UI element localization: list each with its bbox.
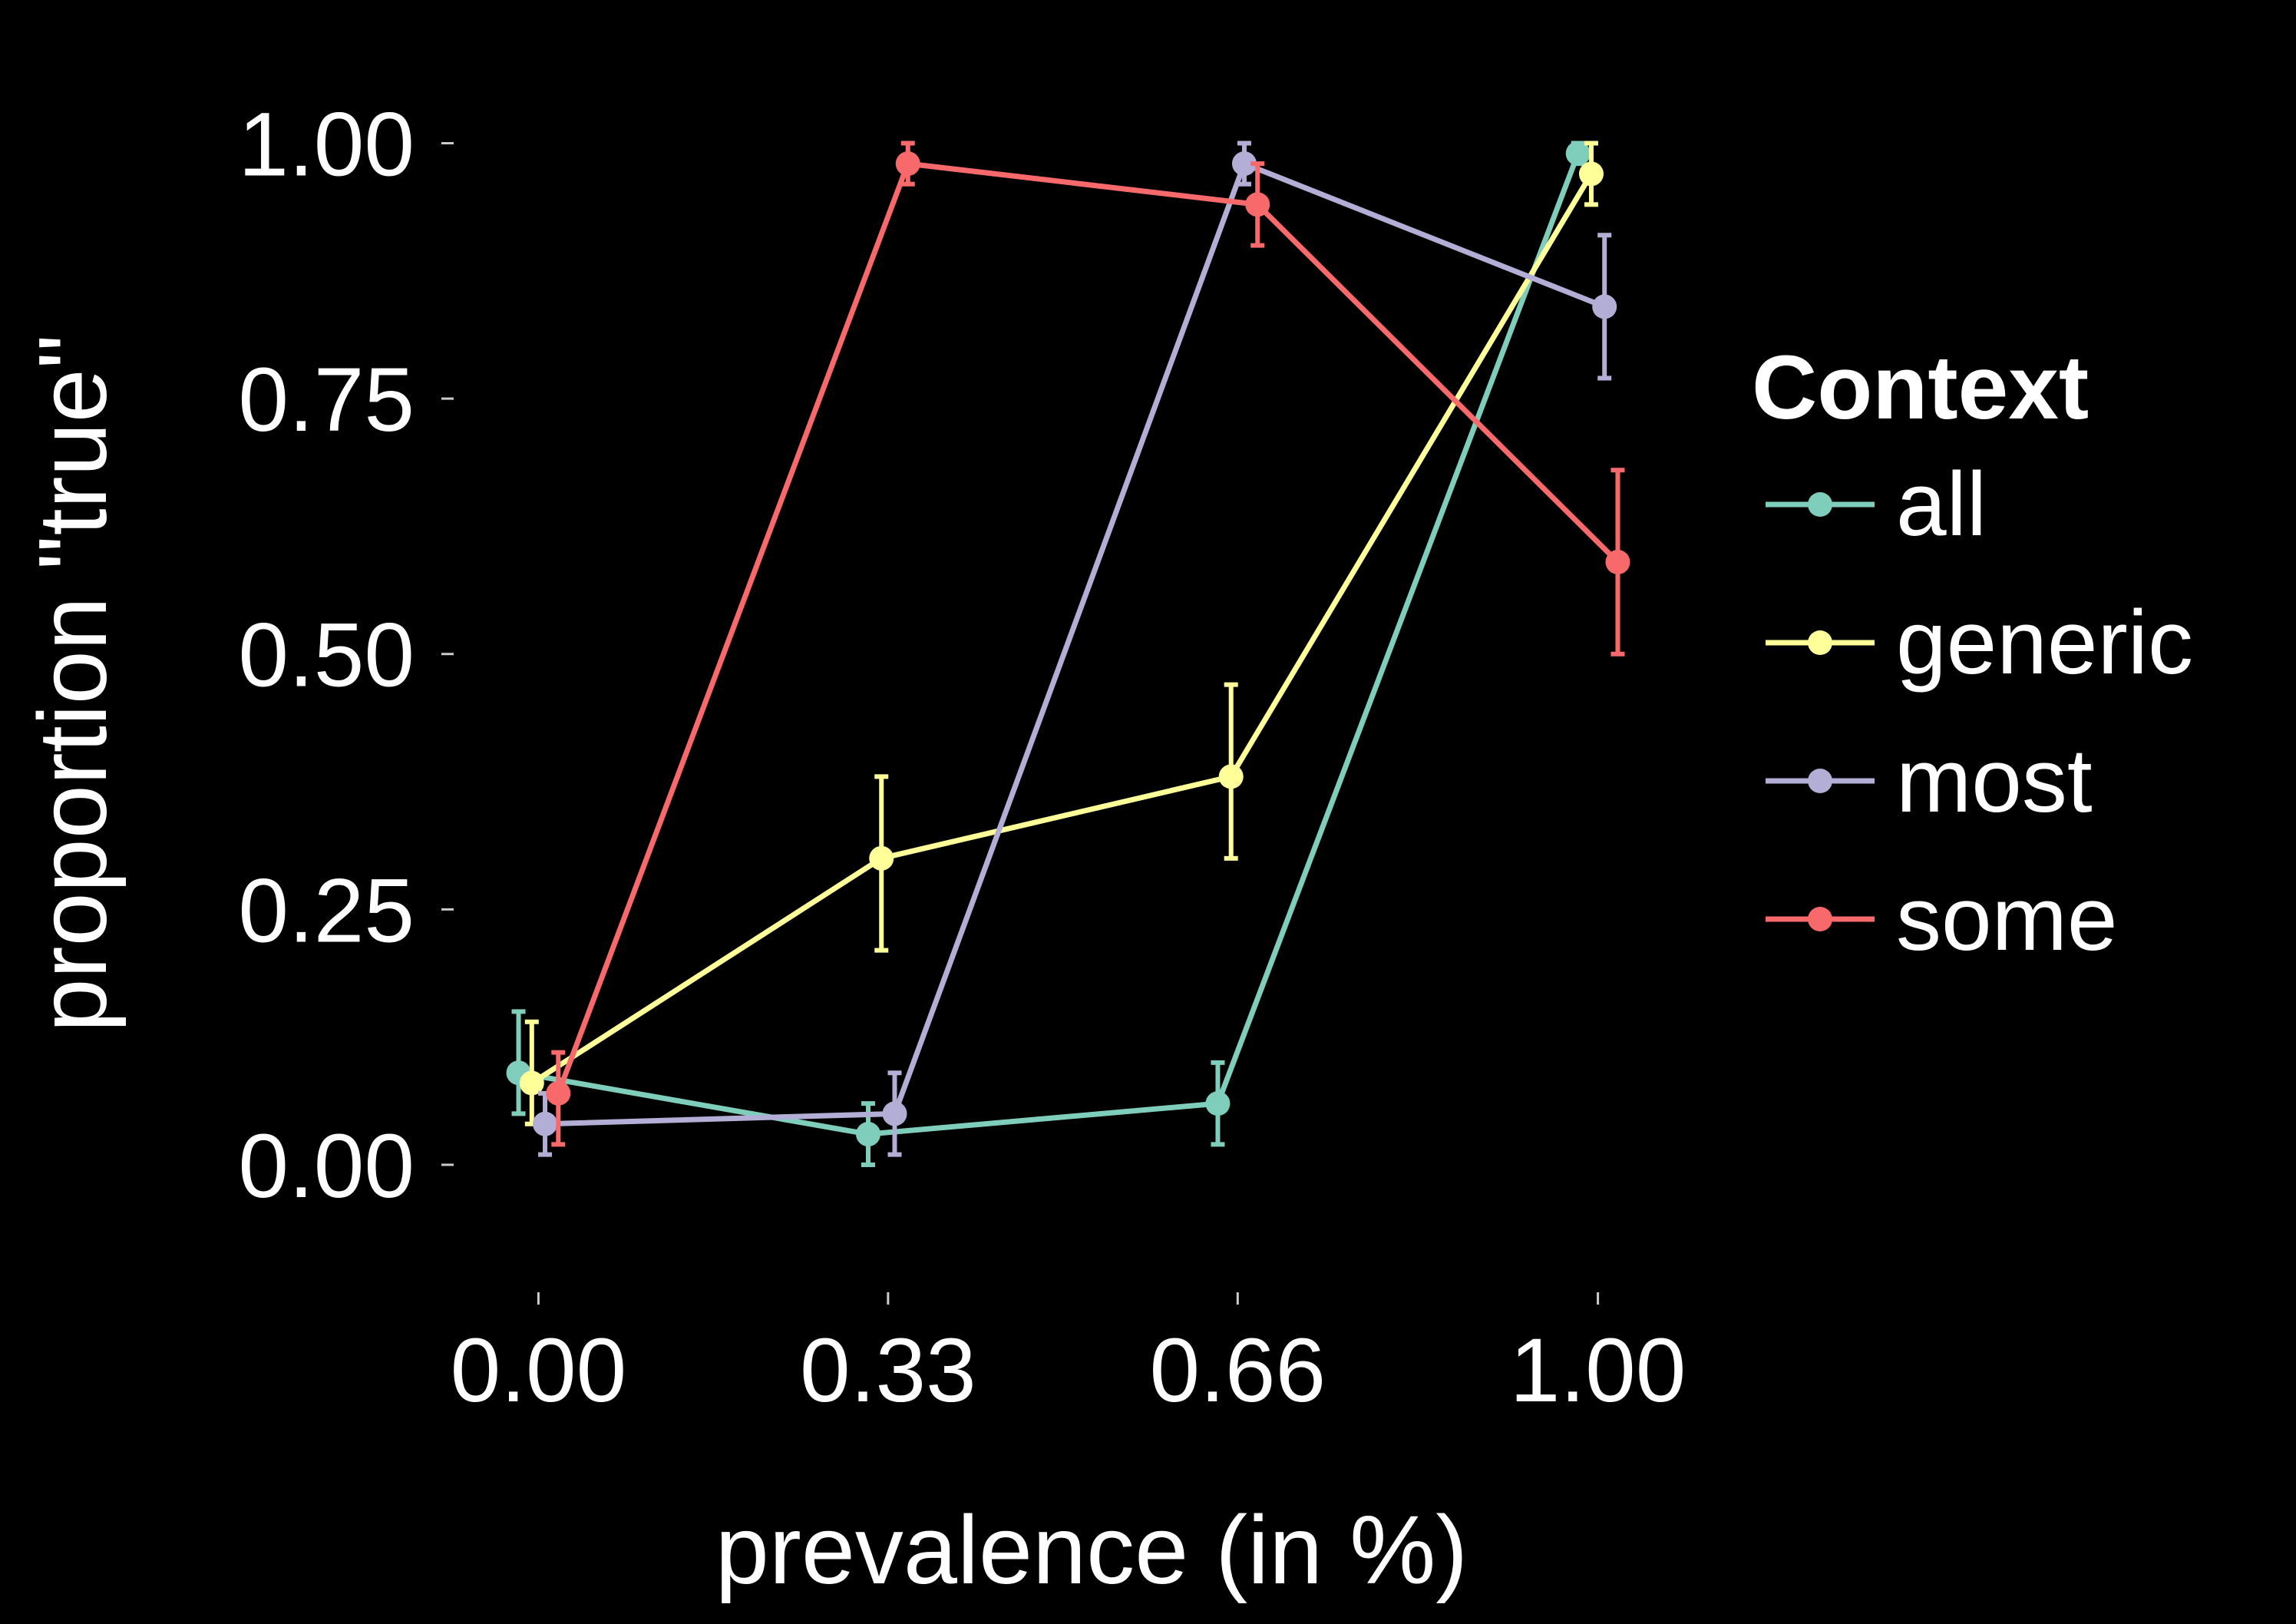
data-point-generic bbox=[1578, 161, 1604, 187]
y-axis: 0.00 0.25 0.50 0.75 1.00 bbox=[238, 94, 454, 1217]
data-point-most bbox=[882, 1101, 907, 1126]
data-point-all bbox=[1565, 141, 1591, 166]
data-point-some bbox=[1245, 192, 1270, 217]
x-tick-label: 0.33 bbox=[800, 1320, 976, 1421]
x-tick-label: 0.66 bbox=[1149, 1320, 1326, 1421]
y-tick-label: 0.00 bbox=[238, 1116, 415, 1217]
legend-marker-some bbox=[1808, 907, 1832, 931]
x-tick-label: 0.00 bbox=[451, 1320, 627, 1421]
series-some bbox=[546, 141, 1630, 1147]
y-axis-title: proportion "true" bbox=[18, 335, 127, 1033]
legend-label-generic: generic bbox=[1896, 592, 2193, 693]
data-point-some bbox=[1605, 550, 1630, 574]
y-tick-label: 0.25 bbox=[238, 860, 415, 961]
data-point-most bbox=[1231, 151, 1257, 177]
series-most bbox=[533, 141, 1617, 1157]
legend-item-most: most bbox=[1766, 730, 2093, 832]
data-point-all bbox=[1205, 1091, 1231, 1116]
x-tick-label: 1.00 bbox=[1510, 1320, 1686, 1421]
series-line-generic bbox=[530, 172, 1594, 1086]
data-point-generic bbox=[1218, 764, 1244, 789]
x-axis-title: prevalence (in %) bbox=[715, 1496, 1468, 1604]
legend-marker-all bbox=[1808, 492, 1832, 517]
series-all bbox=[506, 141, 1591, 1167]
legend-item-all: all bbox=[1766, 454, 1987, 555]
series-line-all bbox=[517, 152, 1581, 1137]
data-point-all bbox=[855, 1122, 880, 1147]
series-generic bbox=[519, 141, 1604, 1126]
legend-label-some: some bbox=[1896, 868, 2118, 970]
data-point-generic bbox=[869, 845, 894, 871]
plot-series bbox=[506, 141, 1630, 1167]
data-point-most bbox=[533, 1111, 558, 1136]
data-point-most bbox=[1592, 294, 1617, 319]
data-point-some bbox=[546, 1080, 571, 1106]
legend-marker-most bbox=[1808, 769, 1832, 793]
y-tick-label: 1.00 bbox=[238, 94, 415, 196]
legend-title: Context bbox=[1752, 337, 2089, 438]
y-tick-label: 0.75 bbox=[238, 349, 415, 451]
y-tick-label: 0.50 bbox=[238, 605, 415, 706]
legend-marker-generic bbox=[1808, 630, 1832, 655]
data-point-some bbox=[895, 151, 920, 177]
legend: Context all generic most some bbox=[1752, 337, 2193, 970]
series-line-most bbox=[544, 160, 1606, 1127]
data-point-generic bbox=[519, 1070, 544, 1096]
legend-label-most: most bbox=[1896, 730, 2093, 832]
legend-items: all generic most some bbox=[1766, 454, 2193, 970]
legend-item-generic: generic bbox=[1766, 592, 2193, 693]
x-axis: 0.00 0.33 0.66 1.00 bbox=[451, 1292, 1686, 1421]
legend-item-some: some bbox=[1766, 868, 2118, 970]
legend-label-all: all bbox=[1896, 454, 1987, 555]
series-line-some bbox=[556, 160, 1620, 1095]
